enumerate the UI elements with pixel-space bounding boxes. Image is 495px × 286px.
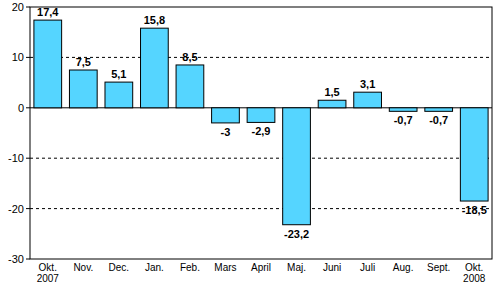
data-label: -2,9 [252, 125, 271, 137]
category-label: Feb. [180, 262, 200, 273]
category-label-line: Juli [360, 262, 375, 273]
bar [105, 82, 133, 108]
category-label-line: Jan. [145, 262, 164, 273]
category-label-line: Okt. [465, 262, 483, 273]
category-label: Maj. [287, 262, 306, 273]
category-label-line: Juni [323, 262, 341, 273]
tick-label: -20 [8, 203, 24, 215]
category-label-line: Nov. [73, 262, 93, 273]
bar [283, 108, 311, 225]
data-label: 8,5 [182, 51, 197, 63]
category-label: Nov. [73, 262, 93, 273]
data-label: 15,8 [144, 14, 165, 26]
bar [389, 108, 417, 112]
category-label: April [251, 262, 271, 273]
tick-mark [26, 57, 30, 58]
category-label: Okt.2007 [37, 262, 60, 284]
bars [34, 20, 488, 225]
grid-line [30, 158, 492, 159]
data-label: -0,7 [394, 114, 413, 126]
category-label: Jan. [145, 262, 164, 273]
tick-label: -30 [8, 253, 24, 265]
chart-container: -30 -20 -10 0 10 20 17,4 7,5 5,1 15,8 8,5 -3 -2,9 -23… [0, 0, 495, 286]
category-label-line: Feb. [180, 262, 200, 273]
tick-mark [26, 259, 30, 260]
tick-mark [26, 208, 30, 209]
category-label-line: Okt. [39, 262, 57, 273]
bar [247, 108, 275, 123]
category-label: Juni [323, 262, 341, 273]
bar [460, 108, 488, 201]
category-label-line: April [251, 262, 271, 273]
chart-svg: -30 -20 -10 0 10 20 17,4 7,5 5,1 15,8 8,5 -3 -2,9 -23… [0, 0, 495, 286]
bar [354, 92, 382, 108]
category-label: Sept. [427, 262, 450, 273]
category-label-line: Maj. [287, 262, 306, 273]
category-label-line: 2008 [463, 273, 486, 284]
data-label: -23,2 [284, 228, 309, 240]
tick-mark [26, 158, 30, 159]
grid-line [30, 57, 492, 58]
tick-label: -10 [8, 152, 24, 164]
tick-label: 0 [18, 102, 24, 114]
tick-mark [26, 107, 30, 108]
category-label-line: Sept. [427, 262, 450, 273]
category-label: Juli [360, 262, 375, 273]
bar [176, 65, 204, 108]
data-label: 7,5 [76, 56, 91, 68]
plot-frame [30, 7, 492, 259]
data-label: 5,1 [111, 68, 126, 80]
bar [318, 100, 346, 108]
category-label: Aug. [393, 262, 414, 273]
data-label: -18,5 [462, 204, 487, 216]
data-label: 3,1 [360, 78, 375, 90]
bar [69, 70, 97, 108]
tick-label: 10 [12, 51, 24, 63]
bar [212, 108, 240, 123]
bar [425, 108, 453, 112]
tick-mark [26, 7, 30, 8]
tick-label: 20 [12, 1, 24, 13]
category-label: Okt.2008 [463, 262, 486, 284]
category-label-line: Aug. [393, 262, 414, 273]
category-label: Mars [214, 262, 236, 273]
category-label-line: 2007 [37, 273, 60, 284]
data-label: 1,5 [324, 86, 339, 98]
bar [34, 20, 62, 108]
category-label-line: Mars [214, 262, 236, 273]
data-label: -0,7 [429, 114, 448, 126]
category-label: Dec. [109, 262, 130, 273]
bar [141, 28, 169, 108]
data-label: 17,4 [37, 6, 59, 18]
data-label: -3 [221, 126, 231, 138]
category-label-line: Dec. [109, 262, 130, 273]
grid-line [30, 208, 492, 209]
